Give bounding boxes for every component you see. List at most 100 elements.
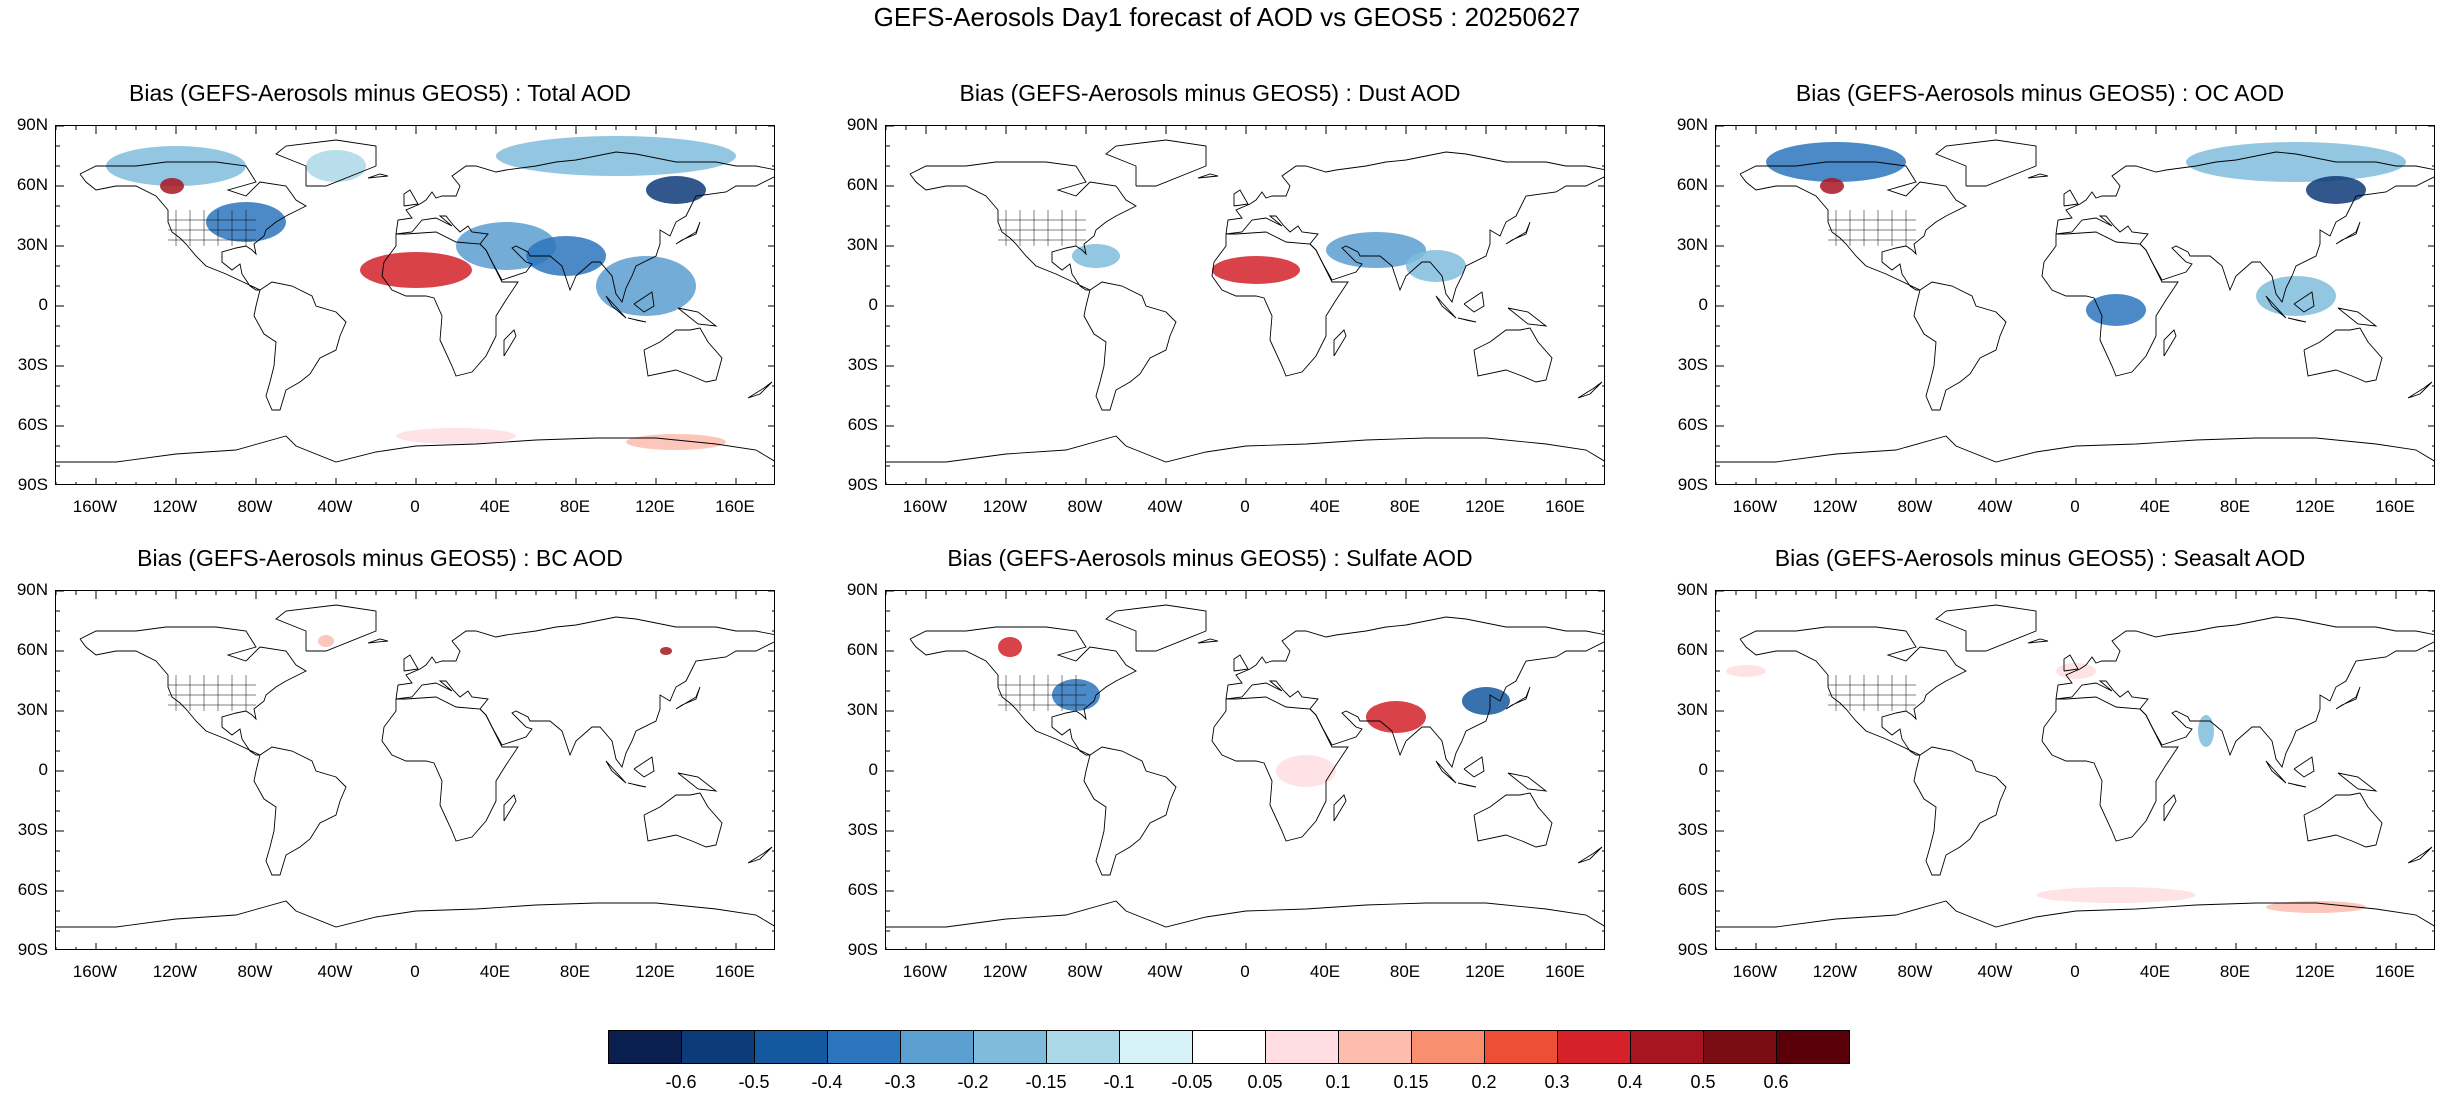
coastline — [1083, 281, 1177, 411]
lon-tick-label: 120E — [635, 962, 675, 981]
coastline — [1913, 281, 2007, 411]
lat-tick-label: 60S — [847, 880, 878, 899]
colorbar-label: -0.1 — [1103, 1072, 1135, 1092]
lat-tick-label: 30S — [847, 355, 878, 374]
coastline — [605, 760, 627, 784]
colorbar-swatch — [1411, 1030, 1485, 1064]
lat-tick-label: 30S — [17, 820, 48, 839]
coastline — [79, 161, 307, 291]
coastline — [395, 151, 774, 303]
coastline — [395, 616, 774, 768]
coastline — [1577, 846, 1603, 864]
coastline — [2335, 221, 2361, 245]
lat-tick-label: 0 — [1698, 295, 1708, 314]
lon-tick-label: 40E — [1309, 962, 1341, 981]
lon-tick-label: 160E — [2375, 497, 2415, 516]
map-plot — [885, 125, 1605, 485]
colorbar-swatch — [900, 1030, 974, 1064]
lat-tick-label: 60N — [16, 175, 48, 194]
coastline — [503, 794, 517, 822]
coastline — [1739, 161, 1967, 291]
map-panel: Bias (GEFS-Aerosols minus GEOS5) : Total… — [0, 80, 775, 550]
bias-region — [1726, 665, 1766, 677]
lat-tick-label: 30N — [16, 235, 48, 254]
coastline — [1507, 307, 1548, 327]
lon-tick-label: 120W — [152, 962, 198, 981]
lon-tick-label: 120W — [152, 497, 198, 516]
state-boundaries — [998, 210, 1086, 246]
coastline — [633, 291, 655, 313]
coastline — [1473, 327, 1553, 383]
lat-tick-label: 0 — [38, 760, 48, 779]
bias-region — [1462, 687, 1510, 715]
map-panel: Bias (GEFS-Aerosols minus GEOS5) : OC AO… — [1660, 80, 2435, 550]
lat-tick-label: 90N — [846, 115, 878, 134]
coastline — [381, 696, 519, 842]
coastline — [675, 221, 701, 245]
map-canvas — [886, 126, 1604, 484]
colorbar-label: 0.1 — [1325, 1072, 1351, 1092]
colorbar-label: -0.3 — [884, 1072, 916, 1092]
axis-ticks — [886, 126, 1604, 484]
bias-region — [2086, 294, 2146, 326]
coastline — [2407, 381, 2433, 399]
lat-tick-label: 30N — [846, 235, 878, 254]
map-panel: Bias (GEFS-Aerosols minus GEOS5) : Sulfa… — [830, 545, 1605, 1015]
coastline — [79, 626, 307, 756]
coastline — [1935, 604, 2037, 652]
map-plot — [1715, 590, 2435, 950]
lon-tick-label: 160E — [1545, 497, 1585, 516]
lon-tick-label: 160W — [1732, 962, 1778, 981]
coastline — [2027, 638, 2049, 644]
coastline — [677, 772, 718, 792]
coastline — [675, 686, 701, 710]
colorbar-label: -0.15 — [1025, 1072, 1067, 1092]
coastline — [2303, 792, 2383, 848]
coastline — [1913, 746, 2007, 876]
lon-tick-label: 80E — [559, 962, 591, 981]
coastline — [747, 381, 773, 399]
lon-tick-label: 80W — [1897, 497, 1933, 516]
lat-tick-label: 0 — [38, 295, 48, 314]
lon-tick-label: 160E — [1545, 962, 1585, 981]
coastline — [1505, 221, 1531, 245]
coastline — [1507, 772, 1548, 792]
lat-tick-label: 60S — [1677, 880, 1708, 899]
lon-tick-label: 40W — [317, 962, 353, 981]
bias-region — [660, 647, 672, 655]
lon-tick-label: 120E — [2295, 962, 2335, 981]
bias-region — [2266, 901, 2366, 913]
lat-tick-label: 90N — [16, 580, 48, 599]
bias-region — [626, 434, 726, 450]
coastline — [2337, 307, 2378, 327]
lat-tick-label: 90N — [1676, 115, 1708, 134]
coastline — [367, 173, 389, 179]
colorbar-label: -0.5 — [738, 1072, 770, 1092]
axis-ticks — [56, 591, 774, 949]
lon-tick-label: 160W — [902, 962, 948, 981]
lon-tick-label: 120W — [1812, 497, 1858, 516]
bias-region — [2256, 276, 2336, 316]
map-canvas — [56, 591, 774, 949]
colorbar-swatch — [1776, 1030, 1850, 1064]
lat-tick-label: 30N — [846, 700, 878, 719]
coastline — [909, 626, 1137, 756]
lat-tick-label: 90S — [1677, 940, 1708, 959]
lat-tick-label: 90S — [847, 940, 878, 959]
coastline — [2063, 654, 2079, 672]
coastline — [1333, 329, 1347, 357]
coastline — [2293, 291, 2315, 313]
lon-tick-label: 120E — [2295, 497, 2335, 516]
coastline — [2055, 616, 2434, 768]
lat-tick-label: 30S — [1677, 820, 1708, 839]
lon-tick-label: 40W — [1147, 962, 1183, 981]
colorbar-label: -0.4 — [811, 1072, 843, 1092]
map-canvas — [56, 126, 774, 484]
bias-region — [1072, 244, 1120, 268]
bias-region — [1366, 701, 1426, 733]
lat-tick-label: 30S — [1677, 355, 1708, 374]
colorbar-swatch — [1119, 1030, 1193, 1064]
coastline — [1197, 173, 1219, 179]
lon-tick-label: 80E — [1389, 962, 1421, 981]
lon-tick-label: 160E — [715, 962, 755, 981]
